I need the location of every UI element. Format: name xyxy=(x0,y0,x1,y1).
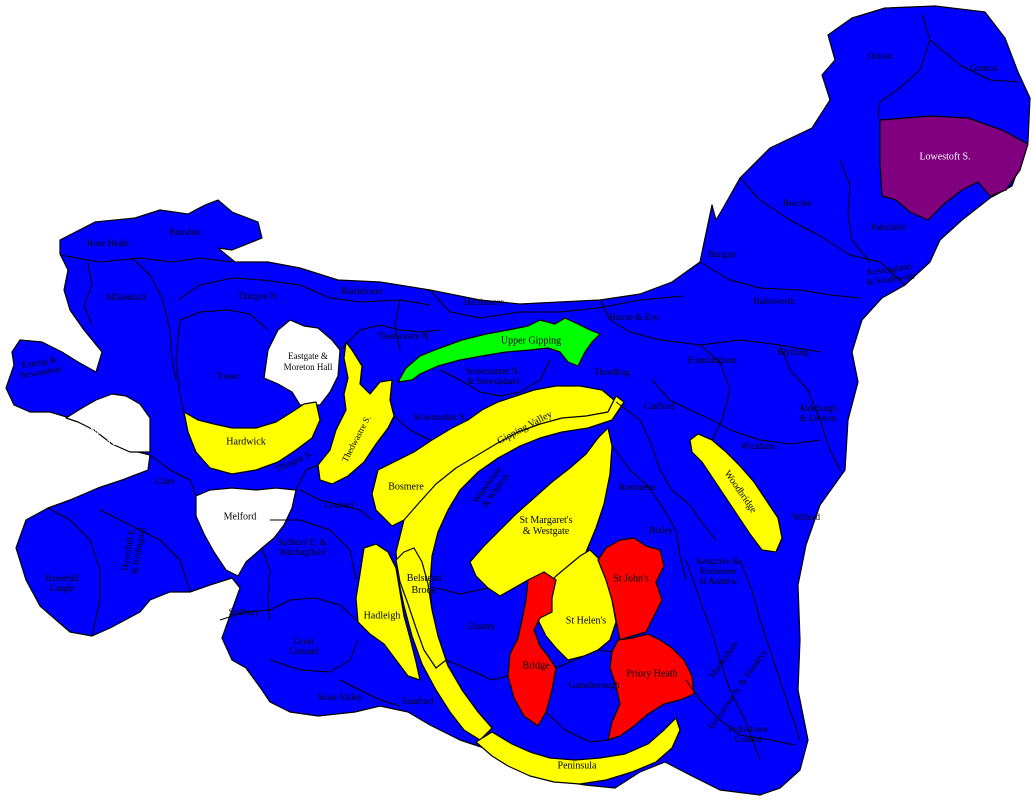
label-tower: Tower xyxy=(217,371,240,381)
label-stowmarket-s: Stowmarket S. xyxy=(414,412,467,422)
label-haverhill-cangle: Haverhill Cangle xyxy=(45,573,79,593)
label-hadleigh: Hadleigh xyxy=(364,610,401,621)
region-woodbridge xyxy=(689,433,783,553)
label-thedwastre-n: Thedwastre N. xyxy=(378,331,431,341)
label-aldeburgh-leiston: Aldeburgh & Leiston xyxy=(799,403,838,423)
label-rose-heath: Rose Heath xyxy=(87,238,129,248)
label-stour-valley: Stour Valley xyxy=(318,692,363,702)
region-belstead-brook xyxy=(395,547,447,669)
label-hardwick: Hardwick xyxy=(226,436,265,447)
region-upper-gipping xyxy=(397,317,601,383)
region-priory-heath xyxy=(607,633,695,741)
region-bridge xyxy=(507,571,557,727)
label-oulton: Oulton xyxy=(867,51,893,61)
label-pakefield: Pakefield xyxy=(871,222,905,232)
label-framlingham: Framlingham xyxy=(688,355,737,365)
label-bungay: Bungay xyxy=(708,249,736,259)
label-peninsula: Peninsula xyxy=(558,760,597,771)
label-upper-gipping: Upper Gipping xyxy=(501,335,561,346)
label-carlford: Carlford xyxy=(644,401,675,411)
region-newmarket-red-lodge xyxy=(65,393,151,453)
label-chantry: Chantry xyxy=(467,621,496,631)
label-halesworth: Halesworth xyxy=(753,296,795,306)
label-belstead-brook: Belstead Brook xyxy=(407,573,441,596)
label-st-johns: St John's xyxy=(613,573,649,584)
ward-boundaries xyxy=(47,13,1019,761)
label-sudbury: Sudbury xyxy=(229,607,260,617)
label-newmarket-red-lodge: Newmarket & Red Lodge xyxy=(87,426,136,447)
label-bosmere: Bosmere xyxy=(388,481,424,492)
label-wickham: Wickham xyxy=(741,441,776,451)
region-st-margarets-westgate xyxy=(469,427,613,597)
region-thedwastre-s xyxy=(317,341,395,485)
label-gunton: Gunton xyxy=(971,63,999,73)
label-blackbourn: Blackbourn xyxy=(341,286,383,296)
label-beccles: Beccles xyxy=(783,198,811,208)
region-st-johns xyxy=(597,537,665,641)
label-clare: Clare xyxy=(155,476,175,486)
label-kesgrave-rushmere-st-andrew: Kesgrave & Rushmere St Andrew xyxy=(696,556,739,586)
label-wilford: Wilford xyxy=(792,512,821,522)
label-bixley: Bixley xyxy=(649,525,673,535)
region-hadleigh xyxy=(355,543,421,681)
label-sudbury-e-waldingfield: Sudbury E. & Waldingfield xyxy=(277,537,327,557)
label-priory-heath: Priory Heath xyxy=(626,668,677,679)
label-mildenhall: Mildenhall xyxy=(106,292,146,302)
label-eastgate-moreton-hall: Eastgate & Moreton Hall xyxy=(284,351,333,372)
label-brandon: Brandon xyxy=(170,227,201,237)
label-thredling: Thredling xyxy=(594,367,630,377)
label-stowmarket-n-stowupland: Stowmarket N. & Stowupland xyxy=(466,366,521,386)
label-st-helens: St Helen's xyxy=(566,615,607,626)
region-hardwick xyxy=(183,401,321,475)
label-hartismere: Hartismere xyxy=(464,297,504,307)
label-samford: Samford xyxy=(403,696,434,706)
label-gainsborough: Gainsborough xyxy=(569,680,620,690)
label-great-cornard: Great Cornard xyxy=(289,636,319,656)
label-lowestoft-s: Lowestoft S. xyxy=(919,151,970,162)
label-rushmere: Rushmere xyxy=(619,482,656,492)
region-st-helens xyxy=(537,549,617,661)
label-hoxne-eye: Hoxne & Eye xyxy=(609,312,659,322)
label-st-margarets-westgate: St Margaret's & Westgate xyxy=(520,515,573,537)
label-felixstowe-coastal: Felixstowe Coastal xyxy=(728,724,768,744)
label-melford: Melford xyxy=(224,511,257,522)
label-thingoe-n: Thingoe N. xyxy=(238,291,279,301)
label-bridge: Bridge xyxy=(522,660,550,671)
label-blything: Blything xyxy=(777,347,809,357)
region-gipping-valley-arc xyxy=(395,395,625,741)
region-lowestoft-s xyxy=(879,115,1029,221)
region-peninsula xyxy=(475,717,681,785)
label-cosford: Cosford xyxy=(325,500,354,510)
region-melford xyxy=(195,487,297,577)
